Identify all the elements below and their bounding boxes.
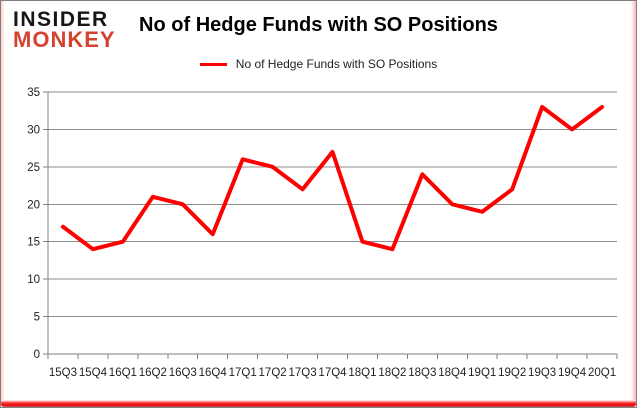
x-tick-label: 19Q4 [558, 367, 587, 379]
legend-line-swatch [199, 62, 227, 66]
y-tick-label: 5 [34, 312, 40, 324]
x-tick-label: 20Q1 [588, 367, 616, 379]
x-tick-label: 16Q4 [199, 367, 228, 379]
series-line [60, 104, 605, 252]
y-tick-label: 35 [27, 87, 40, 99]
x-tick-label: 18Q4 [438, 367, 467, 379]
x-tick-label: 17Q3 [288, 367, 316, 379]
x-tick-label: 16Q3 [169, 367, 197, 379]
x-tick-label: 18Q1 [348, 367, 376, 379]
x-tick-label: 19Q3 [528, 367, 556, 379]
logo-monkey-text: MONKEY [13, 26, 116, 52]
x-tick-label: 15Q4 [79, 367, 108, 379]
x-tick-label: 19Q2 [498, 367, 526, 379]
x-tick-label: 17Q4 [318, 367, 347, 379]
y-tick-label: 20 [27, 199, 40, 211]
insider-monkey-logo: INSIDER MONKEY [13, 8, 116, 52]
y-tick-label: 0 [34, 349, 40, 361]
x-tick-label: 17Q2 [259, 367, 287, 379]
x-tick-label: 16Q2 [139, 367, 167, 379]
x-tick-label: 18Q3 [408, 367, 436, 379]
chart-title: No of Hedge Funds with SO Positions [139, 14, 498, 36]
logo-insider-text: INSIDER [13, 8, 109, 31]
x-tick-label: 18Q2 [378, 367, 406, 379]
x-tick-label: 15Q3 [49, 367, 77, 379]
legend-label: No of Hedge Funds with SO Positions [235, 57, 438, 71]
y-tick-label: 10 [27, 274, 40, 286]
y-tick-label: 15 [27, 237, 40, 249]
y-tick-label: 30 [27, 124, 40, 136]
y-tick-label: 25 [27, 162, 40, 174]
x-tick-label: 17Q1 [229, 367, 257, 379]
legend: No of Hedge Funds with SO Positions [1, 57, 636, 71]
x-tick-label: 19Q1 [468, 367, 496, 379]
x-tick-label: 16Q1 [109, 367, 137, 379]
